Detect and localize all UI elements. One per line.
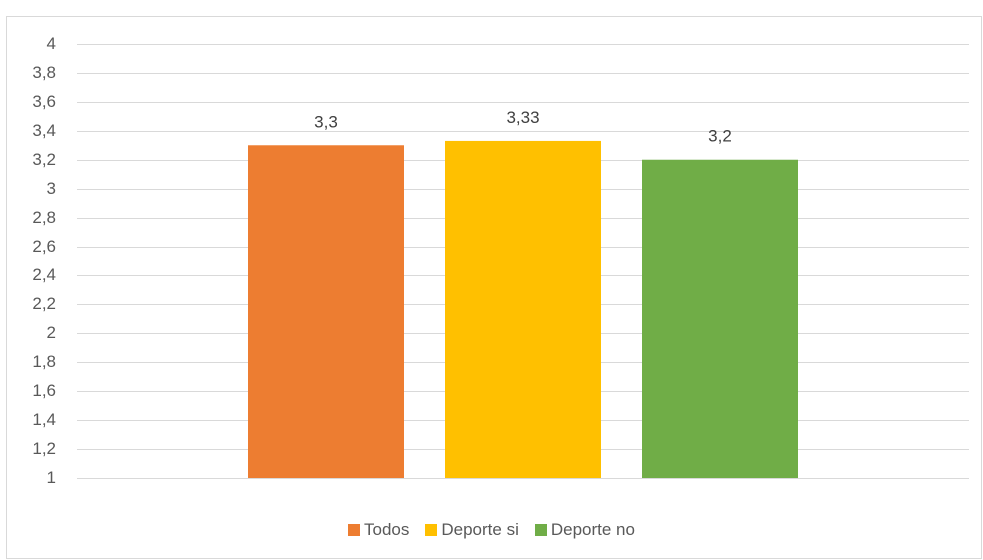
y-tick-label: 1,4 [32,410,56,429]
legend-item-deporte-si: Deporte si [425,520,519,540]
legend: Todos Deporte si Deporte no [0,520,983,540]
legend-swatch-deporte-no [534,524,547,536]
y-tick-label: 2 [47,323,56,342]
legend-item-deporte-no: Deporte no [534,520,635,540]
data-label: 3,33 [506,108,539,127]
bar-todos [248,145,404,478]
bar-deporte-no [642,159,798,478]
y-tick-label: 3,6 [32,92,56,111]
y-tick-label: 3,4 [32,121,56,140]
y-tick-label: 4 [47,34,56,53]
y-tick-label: 2,2 [32,294,56,313]
y-tick-label: 2,6 [32,237,56,256]
y-tick-label: 1,2 [32,439,56,458]
data-label: 3,2 [708,127,732,146]
legend-label-deporte-no: Deporte no [550,520,635,539]
y-tick-label: 1,6 [32,381,56,400]
data-label: 3,3 [314,112,338,131]
bar-chart: 1 1,2 1,4 1,6 1,8 2 2,2 2,4 2,6 2,8 3 3,2 3,4 3,6 3,8 4… [32,34,969,487]
legend-swatch-todos [348,524,360,536]
legend-item-todos: Todos [348,520,409,540]
legend-label-todos: Todos [364,520,410,539]
y-tick-label: 2,8 [32,208,56,227]
y-tick-label: 1 [47,468,56,487]
y-tick-label: 3,8 [32,63,56,82]
y-tick-label: 3 [47,179,56,198]
legend-swatch-deporte-si [425,524,438,536]
y-tick-label: 3,2 [32,150,56,169]
bar-deporte-si [445,140,601,478]
y-tick-label: 2,4 [32,265,56,284]
legend-label-deporte-si: Deporte si [441,520,519,539]
y-tick-label: 1,8 [32,352,56,371]
